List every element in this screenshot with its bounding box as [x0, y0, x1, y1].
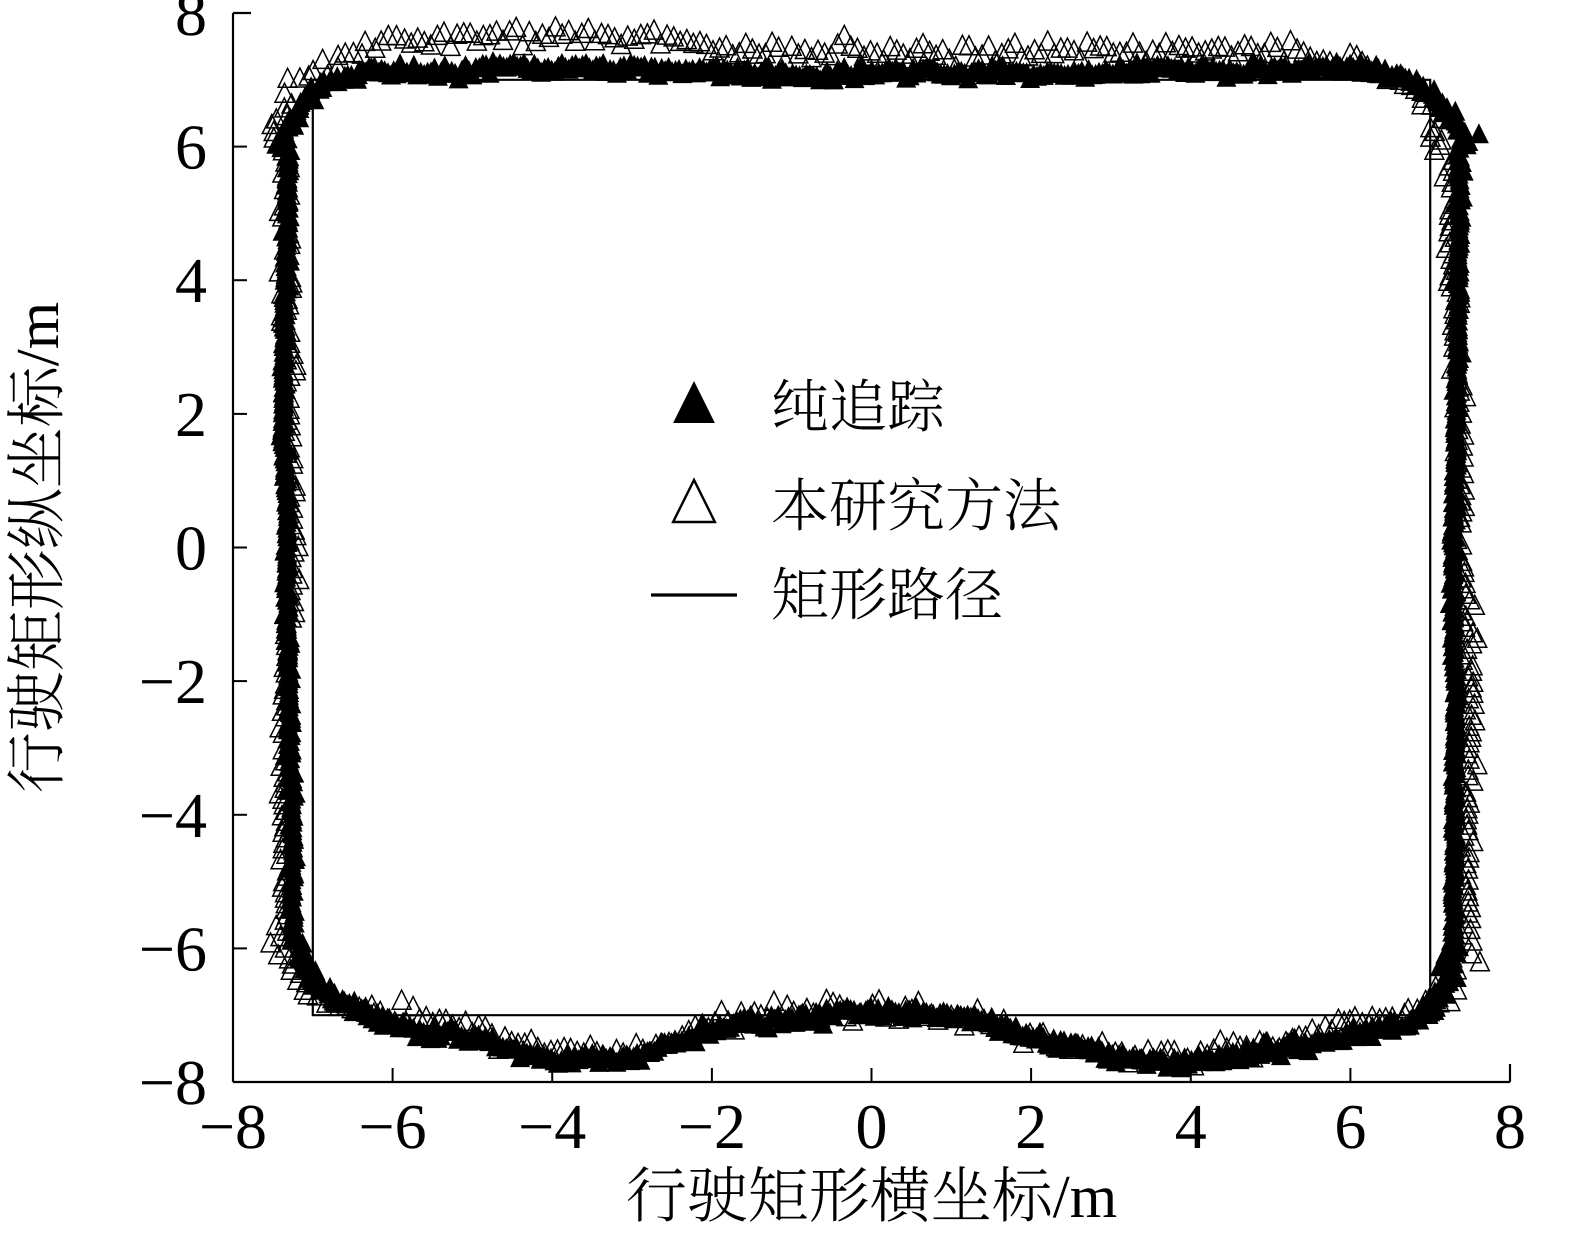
svg-text:行驶矩形纵坐标/m: 行驶矩形纵坐标/m — [5, 302, 72, 793]
svg-text:−2: −2 — [139, 646, 207, 717]
svg-text:−6: −6 — [359, 1091, 427, 1162]
svg-text:−6: −6 — [139, 913, 207, 984]
svg-text:−4: −4 — [139, 780, 207, 851]
svg-text:8: 8 — [1494, 1091, 1526, 1162]
svg-text:2: 2 — [175, 379, 207, 450]
svg-text:0: 0 — [856, 1091, 888, 1162]
svg-text:−4: −4 — [518, 1091, 586, 1162]
svg-text:6: 6 — [1334, 1091, 1366, 1162]
svg-text:−8: −8 — [199, 1091, 267, 1162]
svg-text:6: 6 — [175, 112, 207, 183]
svg-text:矩形路径: 矩形路径 — [771, 563, 1003, 628]
svg-text:2: 2 — [1015, 1091, 1047, 1162]
svg-text:本研究方法: 本研究方法 — [771, 474, 1061, 539]
svg-text:8: 8 — [175, 0, 207, 49]
svg-text:行驶矩形横坐标/m: 行驶矩形横坐标/m — [626, 1164, 1117, 1231]
svg-text:−8: −8 — [139, 1047, 207, 1118]
svg-text:4: 4 — [1175, 1091, 1207, 1162]
svg-text:−2: −2 — [678, 1091, 746, 1162]
svg-text:0: 0 — [175, 513, 207, 584]
svg-text:4: 4 — [175, 245, 207, 316]
svg-text:纯追踪: 纯追踪 — [771, 375, 945, 440]
